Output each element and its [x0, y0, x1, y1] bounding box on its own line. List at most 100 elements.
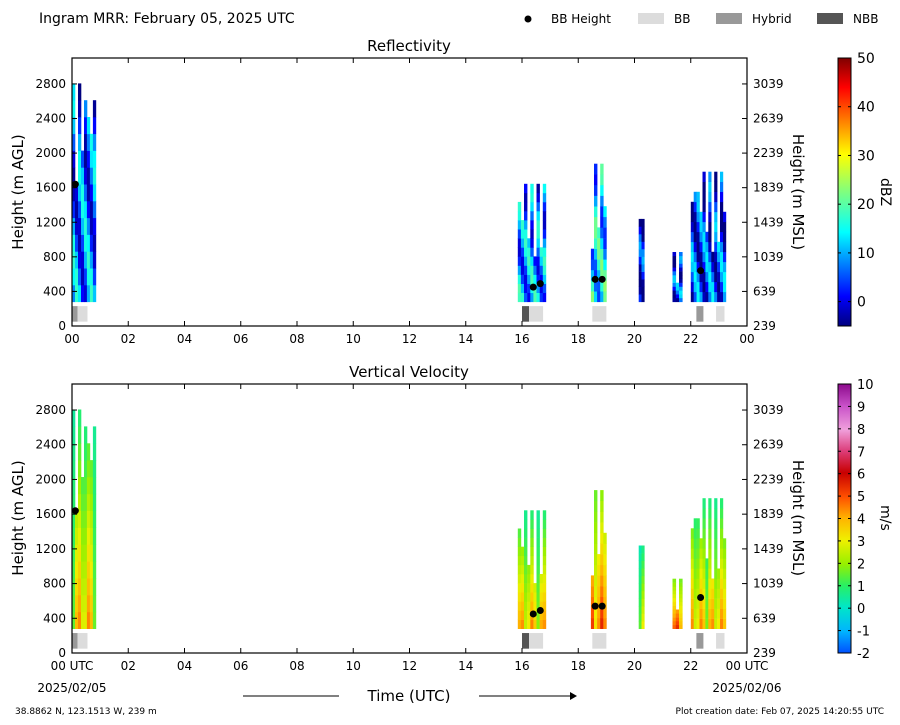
- reflectivity-ylabel: Height (m AGL): [9, 134, 27, 249]
- velocity-echo: [638, 545, 645, 629]
- reflectivity-title: Reflectivity: [367, 37, 451, 55]
- reflectivity-panel: Reflectivity 00 02 04 06 08 10 12 14 16 18 20 22 000…: [9, 37, 893, 346]
- velocity-colorbar-tick-label: 4: [857, 513, 865, 528]
- reflectivity-x-tick-label: 06: [233, 332, 248, 346]
- reflectivity-y-tick-label: 800: [43, 250, 66, 264]
- velocity-colorbar-tick-label: -2: [857, 647, 870, 662]
- velocity-y2label: Height (m MSL): [789, 460, 807, 576]
- velocity-echo: [690, 498, 727, 629]
- velocity-colorbar-tick-label: 2: [857, 557, 865, 572]
- flag-legend: BB Height BB Hybrid NBB: [524, 12, 878, 26]
- velocity-x-tick-label: 08: [289, 659, 304, 673]
- velocity-bb-point: [591, 602, 599, 610]
- legend-bb-label: BB: [674, 12, 690, 26]
- velocity-echo: [672, 578, 683, 629]
- reflectivity-y2-tick-label: 2639: [753, 112, 784, 126]
- velocity-x-tick-label: 00 UTC: [726, 659, 769, 673]
- velocity-x-tick-label: 20: [627, 659, 642, 673]
- velocity-y2-tick-label: 2239: [753, 472, 784, 486]
- velocity-bb-flag: [77, 633, 88, 649]
- reflectivity-bb-point: [71, 180, 79, 188]
- location-text: 38.8862 N, 123.1513 W, 239 m: [15, 707, 157, 717]
- velocity-y2-tick-label: 1039: [753, 577, 784, 591]
- reflectivity-bb-flag: [77, 306, 88, 322]
- reflectivity-y-tick-label: 1200: [35, 215, 66, 229]
- reflectivity-colorbar: [837, 57, 852, 327]
- velocity-colorbar-tick-label: 5: [857, 490, 865, 505]
- velocity-y2-tick-label: 639: [753, 611, 776, 625]
- reflectivity-bb-point: [697, 267, 705, 275]
- reflectivity-x-tick-label: 00: [64, 332, 79, 346]
- velocity-echo: [590, 490, 607, 629]
- reflectivity-colorbar-tick-label: 20: [857, 197, 875, 213]
- reflectivity-plot-frame: [71, 57, 748, 327]
- reflectivity-bb-flag: [522, 306, 530, 322]
- reflectivity-colorbar-tick-label: 40: [857, 100, 875, 116]
- reflectivity-x-tick-label: 16: [514, 332, 529, 346]
- velocity-colorbar-label: m/s: [877, 505, 893, 531]
- reflectivity-y-tick-label: 400: [43, 284, 66, 298]
- reflectivity-x-tick-label: 14: [458, 332, 473, 346]
- velocity-y2-tick-label: 3039: [753, 403, 784, 417]
- reflectivity-colorbar-tick-label: 50: [857, 51, 875, 67]
- velocity-colorbar-tick-label: 8: [857, 423, 865, 438]
- reflectivity-colorbar-tick-label: 0: [857, 295, 866, 311]
- reflectivity-y-tick-label: 1600: [35, 181, 66, 195]
- end-date: 2025/02/06: [712, 681, 781, 695]
- velocity-echo: [517, 510, 547, 629]
- reflectivity-bb-flag: [716, 306, 725, 322]
- reflectivity-x-tick-label: 22: [683, 332, 698, 346]
- reflectivity-x-tick-label: 18: [571, 332, 586, 346]
- legend-bb-height-marker: [524, 15, 532, 23]
- legend-bb-swatch: [638, 13, 664, 24]
- reflectivity-x-tick-label: 12: [402, 332, 417, 346]
- velocity-y2-tick-label: 2639: [753, 438, 784, 452]
- reflectivity-x-tick-label: 00: [739, 332, 754, 346]
- start-date: 2025/02/05: [37, 681, 106, 695]
- reflectivity-y2-tick-label: 1439: [753, 215, 784, 229]
- reflectivity-x-tick-label: 02: [121, 332, 136, 346]
- reflectivity-bb-point: [598, 275, 606, 283]
- velocity-panel: Vertical Velocity 00 UTC 02 04 06 08 10 12 14 16…: [9, 363, 893, 673]
- velocity-bb-point: [536, 606, 544, 614]
- reflectivity-y2-tick-label: 2239: [753, 146, 784, 160]
- reflectivity-bb-flag: [696, 306, 704, 322]
- velocity-y2-tick-label: 1839: [753, 507, 784, 521]
- reflectivity-colorbar-label: dBZ: [877, 178, 893, 206]
- reflectivity-bb-flag: [529, 306, 544, 322]
- velocity-y-tick-label: 2400: [35, 438, 66, 452]
- velocity-x-tick-label: 22: [683, 659, 698, 673]
- velocity-colorbar-tick-label: 9: [857, 400, 865, 415]
- velocity-bb-flag: [72, 633, 78, 649]
- reflectivity-colorbar-tick-label: 10: [857, 246, 875, 262]
- time-arrow-icon: [570, 692, 577, 700]
- time-axis-label: Time (UTC): [367, 687, 451, 705]
- reflectivity-x-tick-label: 04: [177, 332, 192, 346]
- reflectivity-bb-point: [536, 280, 544, 288]
- velocity-colorbar-tick-label: 6: [857, 468, 865, 483]
- velocity-bb-flag: [716, 633, 725, 649]
- reflectivity-y2-tick-label: 1039: [753, 250, 784, 264]
- velocity-x-tick-label: 04: [177, 659, 192, 673]
- velocity-bb-flag: [522, 633, 530, 649]
- velocity-colorbar-tick-label: 1: [857, 580, 865, 595]
- reflectivity-y-tick-label: 2000: [35, 146, 66, 160]
- reflectivity-echo: [590, 163, 607, 303]
- velocity-x-tick-label: 02: [121, 659, 136, 673]
- reflectivity-y-tick-label: 2400: [35, 112, 66, 126]
- reflectivity-bb-point: [529, 283, 537, 291]
- creation-date-text: Plot creation date: Feb 07, 2025 14:20:5…: [676, 707, 884, 717]
- legend-hybrid-label: Hybrid: [752, 12, 792, 26]
- reflectivity-y2label: Height (m MSL): [789, 134, 807, 250]
- reflectivity-colorbar-tick-label: 30: [857, 148, 875, 164]
- reflectivity-bb-point: [591, 275, 599, 283]
- velocity-plot-frame: [71, 383, 748, 654]
- velocity-colorbar-tick-label: 0: [857, 602, 865, 617]
- reflectivity-y2-tick-label: 3039: [753, 77, 784, 91]
- velocity-bb-flag: [529, 633, 544, 649]
- velocity-bb-flag: [592, 633, 607, 649]
- reflectivity-y2-tick-label: 639: [753, 284, 776, 298]
- legend-hybrid-swatch: [716, 13, 742, 24]
- velocity-bb-point: [71, 507, 79, 515]
